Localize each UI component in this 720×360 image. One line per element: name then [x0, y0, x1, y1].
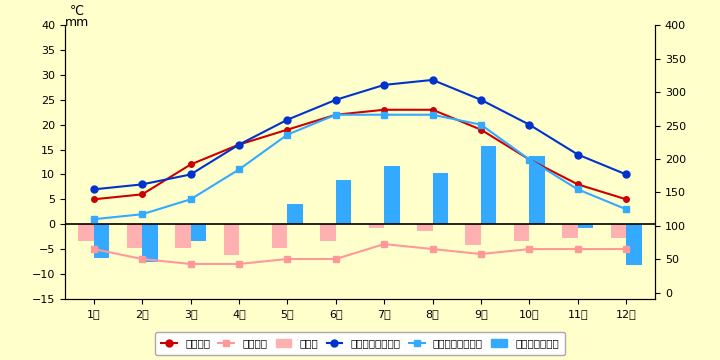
- Bar: [562, 224, 577, 238]
- Bar: [272, 224, 287, 248]
- Bar: [514, 224, 529, 241]
- Bar: [127, 224, 143, 248]
- Bar: [384, 166, 400, 224]
- Bar: [626, 224, 642, 265]
- Bar: [417, 224, 433, 231]
- Text: ℃: ℃: [70, 5, 84, 18]
- Bar: [577, 224, 593, 228]
- Bar: [611, 224, 626, 238]
- Bar: [191, 224, 206, 241]
- Bar: [481, 145, 497, 224]
- Bar: [369, 224, 384, 228]
- Bar: [433, 173, 448, 224]
- Bar: [287, 204, 303, 224]
- Bar: [223, 224, 239, 255]
- Bar: [143, 224, 158, 262]
- Bar: [320, 224, 336, 241]
- Bar: [336, 180, 351, 224]
- Bar: [466, 224, 481, 245]
- Text: mm: mm: [65, 16, 89, 29]
- Bar: [175, 224, 191, 248]
- Bar: [94, 224, 109, 258]
- Legend: 最高気温, 最低気温, 降水量, 最高気温（東京）, 最低気温（東京）, 降水量（東京）: 最高気温, 最低気温, 降水量, 最高気温（東京）, 最低気温（東京）, 降水量…: [155, 332, 565, 355]
- Bar: [78, 224, 94, 241]
- Bar: [529, 156, 545, 224]
